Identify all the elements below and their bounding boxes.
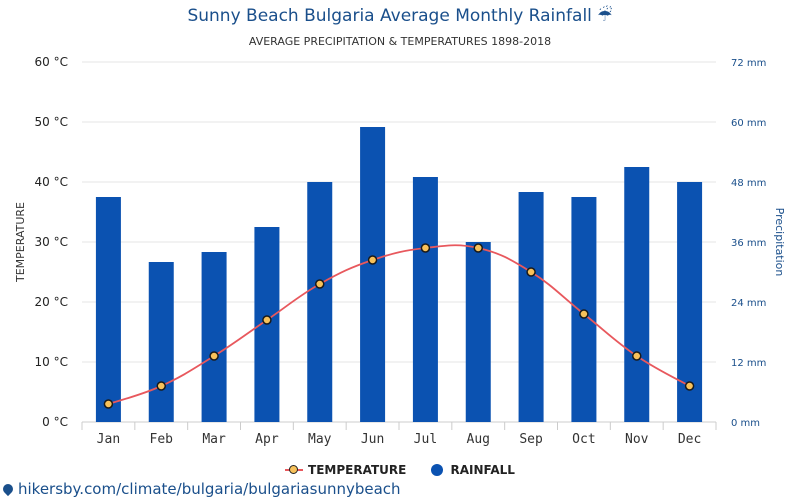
rainfall-bar[interactable]	[624, 167, 650, 422]
source-link-text: hikersby.com/climate/bulgaria/bulgariasu…	[18, 480, 401, 498]
chart-subtitle: AVERAGE PRECIPITATION & TEMPERATURES 189…	[248, 35, 552, 48]
y-right-tick-label: 36 mm	[731, 238, 766, 249]
y-right-axis-title: Precipitation	[773, 208, 786, 277]
temperature-point[interactable]	[103, 399, 114, 409]
rainfall-bar[interactable]	[518, 192, 544, 422]
rainfall-bar[interactable]	[307, 182, 333, 422]
temperature-point[interactable]	[473, 243, 483, 253]
rainfall-bar[interactable]	[201, 252, 227, 422]
x-tick-label: Dec	[678, 432, 701, 447]
rainfall-bar[interactable]	[360, 127, 386, 422]
rainfall-bar[interactable]	[412, 177, 438, 422]
y-right-tick-label: 24 mm	[731, 298, 766, 309]
x-tick-label: May	[308, 432, 332, 447]
location-pin-icon	[0, 481, 16, 497]
x-tick-label: Feb	[150, 432, 174, 447]
x-tick-label: Jun	[361, 432, 384, 447]
x-tick-label: Oct	[572, 432, 595, 447]
source-link[interactable]: hikersby.com/climate/bulgaria/bulgariasu…	[0, 480, 401, 498]
temperature-point[interactable]	[684, 381, 695, 391]
temperature-point[interactable]	[209, 351, 219, 361]
x-tick-label: Jul	[414, 432, 437, 447]
legend-label-rainfall: RAINFALL	[450, 463, 515, 477]
temperature-legend-icon	[285, 464, 304, 476]
temperature-point[interactable]	[262, 315, 272, 325]
y-right-tick-label: 0 mm	[731, 418, 760, 429]
rainfall-legend-icon	[430, 464, 443, 476]
rainfall-bar[interactable]	[148, 262, 174, 422]
x-tick-label: Nov	[625, 432, 649, 447]
temperature-line	[108, 244, 691, 405]
legend-item-temperature[interactable]: TEMPERATURE	[285, 463, 406, 477]
y-left-tick-label: 60 °C	[35, 55, 68, 69]
y-left-tick-label: 10 °C	[35, 355, 68, 369]
y-right-tick-label: 72 mm	[731, 58, 766, 69]
x-tick-label: Apr	[255, 432, 279, 447]
y-left-tick-label: 20 °C	[35, 295, 68, 309]
temperature-point[interactable]	[632, 351, 642, 361]
temperature-point[interactable]	[579, 309, 589, 319]
chart-title: Sunny Beach Bulgaria Average Monthly Rai…	[187, 6, 613, 26]
x-tick-label: Jan	[97, 432, 120, 447]
y-left-tick-label: 50 °C	[35, 115, 68, 129]
y-left-tick-label: 40 °C	[35, 175, 68, 189]
temperature-point[interactable]	[367, 255, 378, 265]
legend-item-rainfall[interactable]: RAINFALL	[430, 463, 515, 477]
y-left-tick-label: 0 °C	[42, 415, 68, 429]
y-left-tick-label: 30 °C	[35, 235, 68, 249]
y-left-axis-title: TEMPERATURE	[14, 202, 27, 283]
x-tick-label: Aug	[467, 432, 490, 447]
legend: TEMPERATURE RAINFALL	[0, 463, 800, 479]
y-right-tick-label: 12 mm	[731, 358, 766, 369]
y-right-tick-label: 60 mm	[731, 118, 766, 129]
y-right-tick-label: 48 mm	[731, 178, 766, 189]
temperature-point[interactable]	[156, 381, 166, 391]
legend-label-temperature: TEMPERATURE	[308, 463, 407, 477]
x-tick-label: Mar	[202, 432, 226, 447]
temperature-point[interactable]	[315, 279, 325, 289]
rainfall-bar[interactable]	[465, 242, 491, 422]
temperature-point[interactable]	[526, 267, 536, 277]
temperature-point[interactable]	[420, 243, 431, 253]
rainfall-bar[interactable]	[95, 197, 121, 422]
x-tick-label: Sep	[519, 432, 543, 447]
